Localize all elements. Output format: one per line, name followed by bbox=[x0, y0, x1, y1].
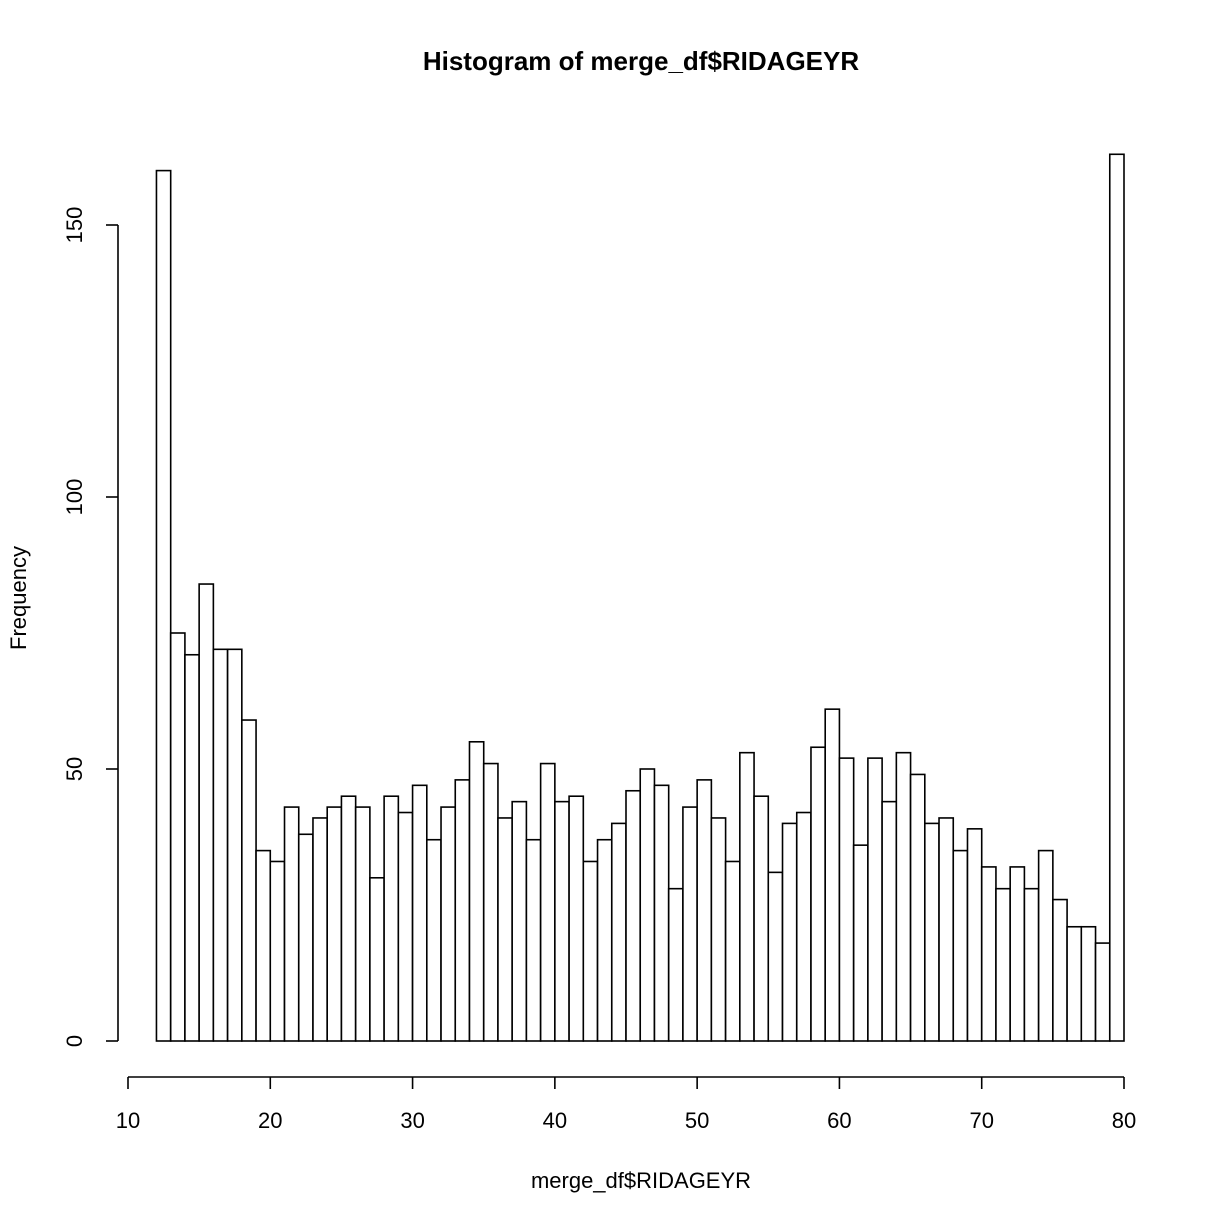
histogram-bar bbox=[980, 866, 997, 1042]
histogram-bar bbox=[1009, 866, 1026, 1042]
x-tick-label: 20 bbox=[258, 1108, 282, 1133]
histogram-bar bbox=[241, 719, 257, 1042]
histogram-bar bbox=[582, 860, 599, 1042]
histogram-bar bbox=[1066, 925, 1083, 1042]
x-axis-label: merge_df$RIDAGEYR bbox=[531, 1168, 751, 1193]
histogram-bar bbox=[511, 800, 528, 1042]
histogram-bar bbox=[838, 757, 855, 1042]
histogram-bar bbox=[909, 773, 926, 1042]
histogram-bar bbox=[1023, 887, 1040, 1042]
histogram-bar bbox=[710, 817, 727, 1042]
histogram-bar bbox=[454, 779, 471, 1042]
histogram-bar bbox=[525, 838, 542, 1042]
histogram-bar bbox=[610, 822, 627, 1042]
histogram-bar bbox=[482, 762, 499, 1042]
histogram-bar bbox=[724, 860, 741, 1042]
histogram-bar bbox=[226, 648, 243, 1042]
histogram-bar bbox=[753, 795, 770, 1042]
histogram-bar bbox=[881, 800, 898, 1042]
histogram-bar bbox=[1094, 942, 1111, 1042]
histogram-bar bbox=[169, 632, 186, 1042]
histogram-bar bbox=[795, 811, 812, 1042]
histogram-bar bbox=[155, 169, 172, 1042]
histogram-bar bbox=[297, 833, 314, 1042]
y-axis-label: Frequency bbox=[6, 546, 31, 650]
histogram-bar bbox=[554, 800, 570, 1042]
histogram-bar bbox=[497, 817, 513, 1042]
histogram-bar bbox=[667, 887, 684, 1042]
histogram-bar bbox=[739, 751, 755, 1042]
histogram-bar bbox=[425, 838, 442, 1042]
y-tick-label: 150 bbox=[62, 207, 87, 244]
histogram-bar bbox=[340, 795, 357, 1042]
histogram-bar bbox=[1037, 849, 1054, 1042]
histogram-bar bbox=[781, 822, 798, 1042]
histogram-bar bbox=[625, 789, 642, 1042]
y-tick-label: 50 bbox=[62, 757, 87, 781]
histogram-bar bbox=[966, 828, 983, 1042]
histogram-bar bbox=[1080, 925, 1097, 1042]
histogram-bar bbox=[397, 811, 414, 1042]
histogram-bar bbox=[440, 806, 457, 1042]
x-tick-label: 80 bbox=[1112, 1108, 1136, 1133]
histogram-bar bbox=[255, 849, 272, 1042]
histogram-bar bbox=[895, 751, 912, 1042]
histogram-bar bbox=[539, 762, 556, 1042]
histogram-bar bbox=[923, 822, 940, 1042]
histogram-bar bbox=[995, 887, 1011, 1042]
histogram-bar bbox=[269, 860, 286, 1042]
chart-title: Histogram of merge_df$RIDAGEYR bbox=[423, 46, 860, 76]
histogram-bar bbox=[639, 768, 656, 1042]
x-tick-label: 50 bbox=[685, 1108, 709, 1133]
histogram-bar bbox=[653, 784, 670, 1042]
histogram-bar bbox=[1052, 898, 1068, 1042]
bars-group bbox=[155, 153, 1125, 1042]
histogram-bar bbox=[354, 806, 371, 1042]
histogram-bar bbox=[810, 746, 827, 1042]
x-tick-label: 30 bbox=[400, 1108, 424, 1133]
histogram-bar bbox=[682, 806, 698, 1042]
histogram-bar bbox=[1108, 153, 1125, 1042]
x-tick-label: 60 bbox=[827, 1108, 851, 1133]
histogram-bar bbox=[411, 784, 428, 1042]
x-tick-label: 70 bbox=[969, 1108, 993, 1133]
y-tick-label: 0 bbox=[62, 1035, 87, 1047]
histogram-bar bbox=[468, 740, 485, 1042]
histogram-bar bbox=[696, 779, 713, 1042]
histogram-bar bbox=[212, 648, 229, 1042]
histogram-bar bbox=[568, 795, 585, 1042]
y-axis: 0 50 100 150 bbox=[62, 207, 119, 1047]
histogram-bar bbox=[938, 817, 955, 1042]
histogram-bar bbox=[824, 708, 841, 1042]
x-axis: 10 20 30 40 50 60 70 80 bbox=[116, 1076, 1136, 1133]
histogram-bar bbox=[767, 871, 784, 1042]
x-tick-label: 40 bbox=[543, 1108, 567, 1133]
histogram-bar bbox=[283, 806, 300, 1042]
histogram-bar bbox=[596, 838, 613, 1042]
histogram-bar bbox=[326, 806, 343, 1042]
histogram-bar bbox=[383, 795, 400, 1042]
y-tick-label: 100 bbox=[62, 479, 87, 516]
histogram-bar bbox=[312, 817, 329, 1042]
histogram-bar bbox=[852, 844, 869, 1042]
histogram-bar bbox=[369, 876, 385, 1042]
histogram-bar bbox=[198, 583, 215, 1042]
histogram-bar bbox=[184, 653, 200, 1042]
histogram-bar bbox=[952, 849, 969, 1042]
x-tick-label: 10 bbox=[116, 1108, 140, 1133]
histogram-bar bbox=[867, 757, 883, 1042]
